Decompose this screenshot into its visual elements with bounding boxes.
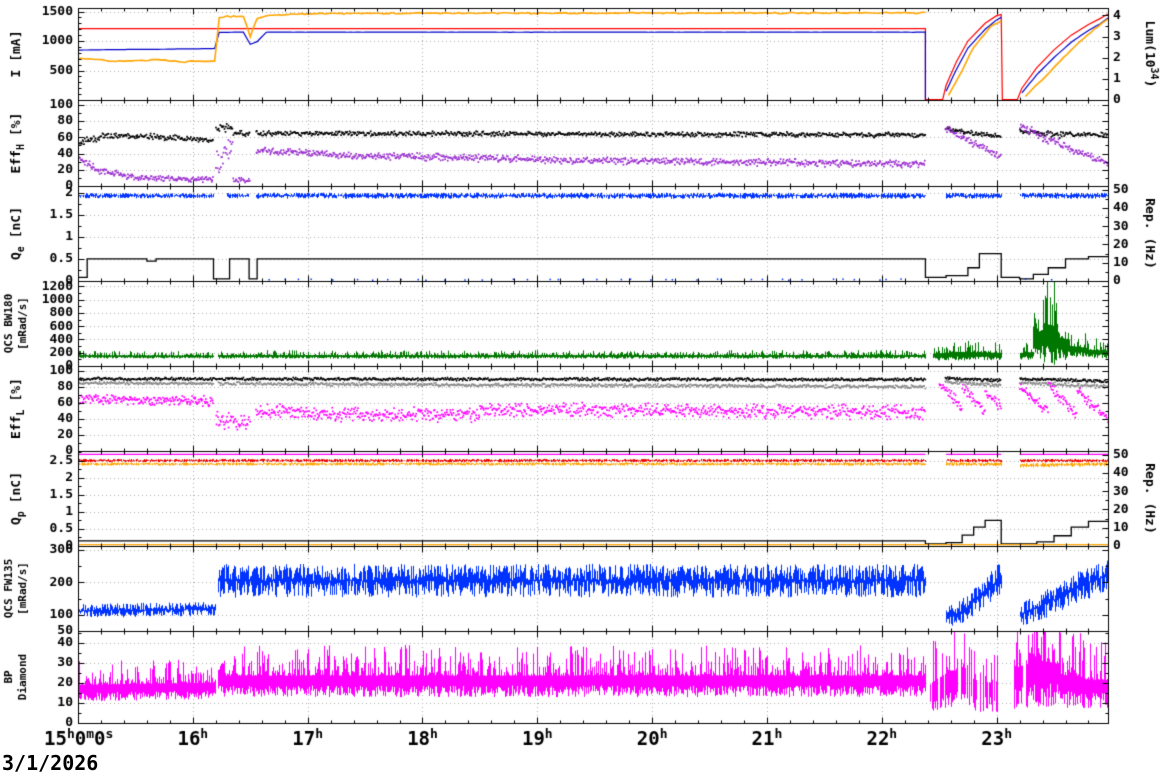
date-label: 3/1/2026 [2,751,99,775]
